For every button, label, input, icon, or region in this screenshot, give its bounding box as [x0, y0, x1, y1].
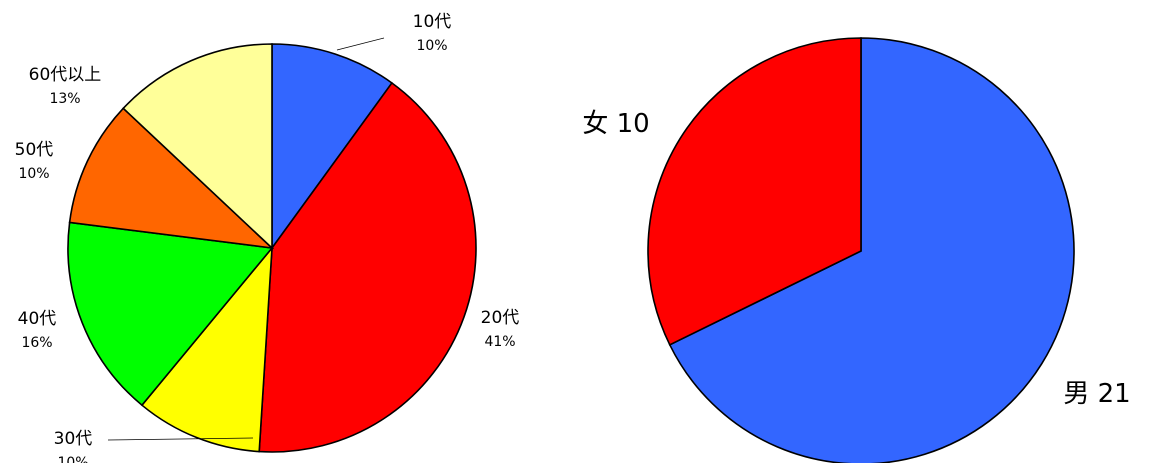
age-leader-line-2	[107, 437, 254, 441]
age-slice-3	[67, 221, 274, 407]
gender-label-0: 男 21	[1063, 379, 1130, 409]
age-percent-4: 10%	[18, 166, 49, 182]
gender-pie-chart: 男 21 女 10	[582, 37, 1131, 463]
gender-slice-1	[647, 37, 862, 346]
age-percent-1: 41%	[484, 334, 515, 350]
gender-slice-0	[668, 37, 1075, 463]
gender-label-1: 女 10	[582, 109, 649, 139]
age-percent-0: 10%	[416, 38, 447, 54]
age-leader-line-0	[336, 37, 385, 51]
age-slice-2	[140, 245, 273, 453]
age-label-3: 40代	[18, 309, 57, 329]
age-slice-0	[271, 43, 394, 251]
age-slice-5	[122, 43, 273, 250]
age-label-4: 50代	[15, 140, 54, 160]
age-label-1: 20代	[481, 308, 520, 328]
age-slice-4	[68, 107, 275, 250]
age-label-2: 30代	[54, 429, 93, 449]
age-percent-2: 10%	[57, 455, 88, 463]
age-label-5: 60代以上	[29, 65, 102, 85]
age-label-0: 10代	[413, 12, 452, 32]
age-slice-1	[258, 81, 477, 453]
age-percent-5: 13%	[49, 91, 80, 107]
age-percent-3: 16%	[21, 335, 52, 351]
age-pie-chart: 10代 10% 20代 41% 30代 10% 40代 16% 50代 10% 60代以上 13%	[15, 12, 520, 463]
